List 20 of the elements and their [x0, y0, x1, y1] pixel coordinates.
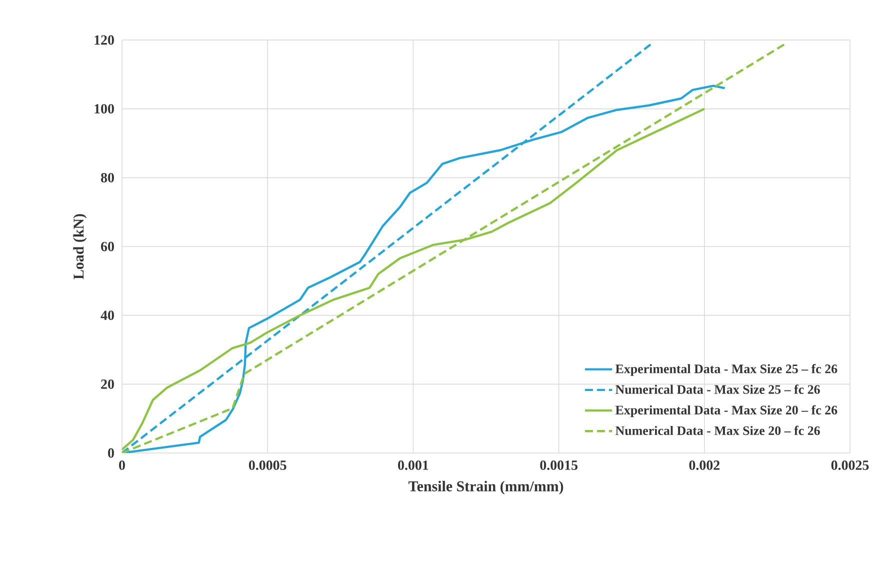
x-axis-title: Tensile Strain (mm/mm): [408, 480, 564, 494]
x-tick-label: 0.0015: [540, 460, 578, 470]
x-tick-label: 0.0005: [248, 460, 286, 470]
y-tick-label: 120: [94, 35, 114, 45]
y-tick-label: 0: [108, 448, 114, 458]
y-tick-label: 40: [100, 310, 114, 320]
legend-label: Experimental Data - Max Size 25 – fc 26: [615, 364, 838, 376]
y-axis-title: Load (kN): [73, 214, 87, 280]
legend-label: Experimental Data - Max Size 20 – fc 26: [615, 405, 838, 418]
x-tick-label: 0: [119, 460, 125, 470]
x-tick-label: 0.0025: [831, 460, 869, 470]
legend-label: Numerical Data - Max Size 25 – fc 26: [616, 384, 820, 394]
x-tick-label: 0.002: [689, 460, 720, 470]
y-tick-label: 60: [101, 242, 114, 252]
y-tick-label: 80: [101, 172, 114, 182]
line-series: [122, 42, 788, 453]
legend-label: Numerical Data - Max Size 20 – fc 26: [616, 426, 820, 436]
y-tick-label: 20: [101, 379, 114, 389]
y-tick-label: 100: [94, 104, 114, 114]
x-tick-label: 0.001: [398, 460, 428, 470]
